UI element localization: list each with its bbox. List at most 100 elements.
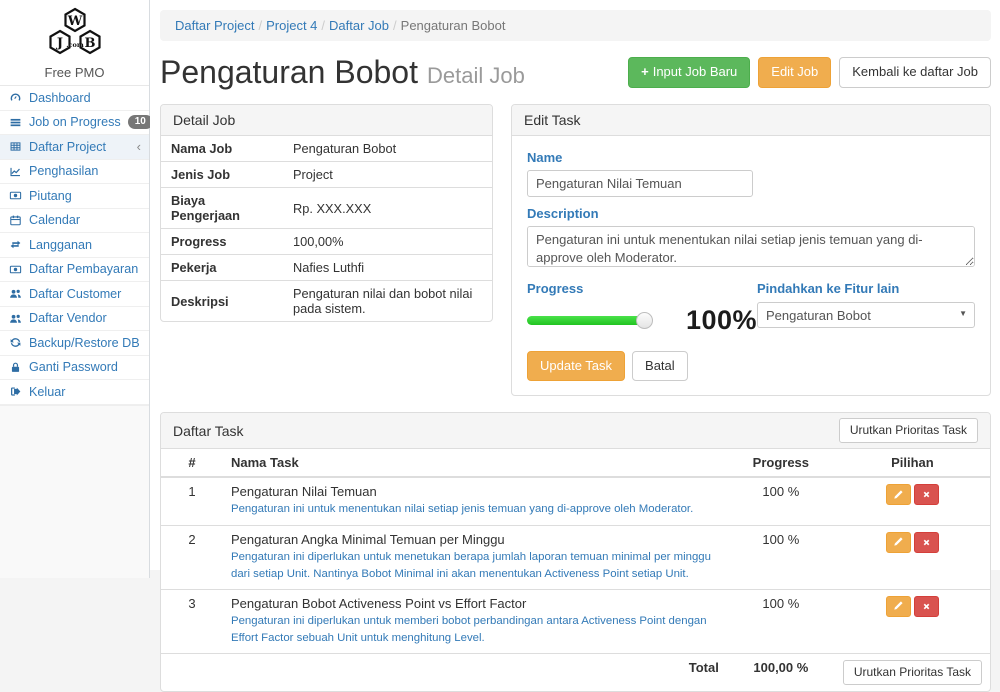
breadcrumb-link-daftar-job[interactable]: Daftar Job: [329, 18, 390, 33]
money-icon: [9, 189, 22, 202]
x-icon: [921, 537, 932, 548]
batal-button[interactable]: Batal: [632, 351, 688, 382]
sidebar-item-keluar[interactable]: Keluar: [0, 380, 149, 405]
task-progress: 100 %: [726, 476, 835, 526]
sidebar: W J B .com Free PMO Dashboard Job on Pro…: [0, 0, 153, 578]
column-header-pilihan: Pilihan: [834, 449, 990, 479]
edit-task-button[interactable]: [885, 531, 911, 553]
detail-value: Pengaturan nilai dan bobot nilai pada si…: [283, 280, 492, 321]
task-description: Pengaturan ini diperlukan untuk memberi …: [231, 614, 707, 644]
plus-icon: +: [641, 64, 649, 80]
detail-label: Progress: [161, 228, 283, 255]
sidebar-item-daftar-customer[interactable]: Daftar Customer: [0, 282, 149, 307]
x-icon: [921, 601, 932, 612]
line-chart-icon: [9, 165, 22, 178]
update-task-button[interactable]: Update Task: [527, 351, 626, 382]
detail-job-table: Nama Job Pengaturan Bobot Jenis Job Proj…: [161, 136, 492, 321]
task-number: 1: [161, 476, 223, 526]
sidebar-item-label: Penghasilan: [29, 164, 99, 179]
table-row: Deskripsi Pengaturan nilai dan bobot nil…: [161, 280, 492, 321]
kembali-ke-daftar-job-button[interactable]: Kembali ke daftar Job: [839, 57, 991, 88]
task-number: 2: [161, 524, 223, 590]
edit-task-button[interactable]: [885, 595, 911, 617]
logo-letter-j: J: [55, 36, 62, 51]
main-content: Daftar Project / Project 4/Daftar Job / Peng…: [150, 0, 1000, 692]
users-icon: [9, 287, 22, 300]
sidebar-item-label: Dashboard: [29, 90, 91, 105]
sidebar-item-job-on-progress[interactable]: Job on Progress 10: [0, 111, 153, 135]
edit-job-button[interactable]: Edit Job: [758, 57, 832, 88]
move-feature-label: Pindahkan ke Fitur lain: [757, 281, 900, 296]
users-icon: [9, 312, 22, 325]
delete-task-button[interactable]: [913, 484, 939, 506]
task-table: # Nama Task Progress Pilihan 1 Pengatura…: [161, 449, 990, 692]
detail-label: Deskripsi: [161, 280, 283, 321]
detail-value: Rp. XXX.XXX: [283, 187, 492, 229]
table-footer-row: Total 100,00 % Urutkan Prioritas Task: [161, 653, 990, 692]
sidebar-item-langganan[interactable]: Langganan: [0, 233, 149, 258]
task-name: Pengaturan Angka Minimal Temuan per Ming…: [231, 531, 505, 547]
slider-handle[interactable]: [635, 311, 653, 329]
breadcrumb-current: Pengaturan Bobot: [400, 18, 506, 33]
detail-value: 100,00%: [283, 228, 492, 255]
table-row: Biaya Pengerjaan Rp. XXX.XXX: [161, 187, 492, 229]
task-name: Pengaturan Nilai Temuan: [231, 484, 377, 500]
breadcrumb: Daftar Project / Project 4/Daftar Job / Peng…: [160, 10, 991, 41]
page-subtitle: Detail Job: [426, 63, 525, 88]
sidebar-item-backup-restore-db[interactable]: Backup/Restore DB: [0, 331, 149, 356]
calendar-icon: [9, 214, 22, 227]
delete-task-button[interactable]: [913, 595, 939, 617]
sidebar-item-label: Job on Progress: [29, 115, 121, 130]
breadcrumb-link-daftar-project[interactable]: Daftar Project: [175, 18, 255, 33]
sidebar-item-label: Daftar Pembayaran: [29, 262, 139, 277]
sidebar-item-label: Daftar Vendor: [29, 311, 107, 326]
logo-letter-w: W: [66, 14, 82, 29]
edit-task-button[interactable]: [885, 484, 911, 506]
table-header-row: # Nama Task Progress Pilihan: [161, 449, 990, 479]
sidebar-item-daftar-project[interactable]: Daftar Project ‹: [0, 135, 149, 160]
pencil-icon: [892, 600, 904, 612]
breadcrumb-link-project-4[interactable]: Project 4: [266, 18, 318, 33]
move-feature-select[interactable]: Pengaturan Bobot: [757, 302, 975, 328]
sidebar-item-label: Piutang: [29, 188, 72, 203]
progress-label: Progress: [527, 281, 584, 296]
table-row: 1 Pengaturan Nilai Temuan Pengaturan ini…: [161, 476, 990, 526]
description-label: Description: [527, 206, 599, 221]
detail-value: Nafies Luthfi: [283, 254, 492, 281]
task-number: 3: [161, 588, 223, 654]
task-name-input[interactable]: [527, 170, 753, 197]
sidebar-item-daftar-pembayaran[interactable]: Daftar Pembayaran: [0, 258, 149, 282]
chevron-left-icon: ‹: [136, 139, 141, 155]
logo-letter-b: B: [84, 36, 95, 51]
sidebar-item-daftar-vendor[interactable]: Daftar Vendor: [0, 307, 149, 331]
input-job-baru-button[interactable]: + Input Job Baru: [628, 57, 751, 88]
retweet-icon: [9, 238, 22, 251]
sidebar-item-piutang[interactable]: Piutang: [0, 184, 149, 209]
table-row: Pekerja Nafies Luthfi: [161, 254, 492, 281]
detail-label: Jenis Job: [161, 161, 283, 188]
task-description-textarea[interactable]: [527, 226, 975, 267]
name-label: Name: [527, 150, 563, 165]
delete-task-button[interactable]: [913, 531, 939, 553]
sign-out-icon: [9, 385, 22, 398]
total-value: 100,00 %: [726, 653, 835, 692]
sidebar-item-dashboard[interactable]: Dashboard: [0, 86, 149, 111]
table-row: Progress 100,00%: [161, 228, 492, 255]
urutkan-prioritas-task-button[interactable]: Urutkan Prioritas Task: [838, 418, 978, 444]
dashboard-icon: [9, 91, 22, 104]
sidebar-item-label: Keluar: [29, 384, 66, 399]
progress-percent-value: 100%: [685, 305, 757, 335]
edit-task-panel-title: Edit Task: [512, 105, 990, 136]
pencil-icon: [892, 489, 904, 501]
detail-label: Pekerja: [161, 254, 283, 281]
logo[interactable]: W J B .com Free PMO: [0, 0, 149, 85]
sidebar-item-penghasilan[interactable]: Penghasilan: [0, 160, 149, 184]
sidebar-filler: [0, 404, 149, 578]
sidebar-item-label: Langganan: [29, 237, 93, 252]
sidebar-item-calendar[interactable]: Calendar: [0, 209, 149, 233]
detail-label: Nama Job: [171, 141, 233, 156]
urutkan-prioritas-task-button[interactable]: Urutkan Prioritas Task: [842, 660, 982, 686]
sidebar-item-ganti-password[interactable]: Ganti Password: [0, 356, 149, 380]
progress-slider[interactable]: [527, 311, 653, 329]
